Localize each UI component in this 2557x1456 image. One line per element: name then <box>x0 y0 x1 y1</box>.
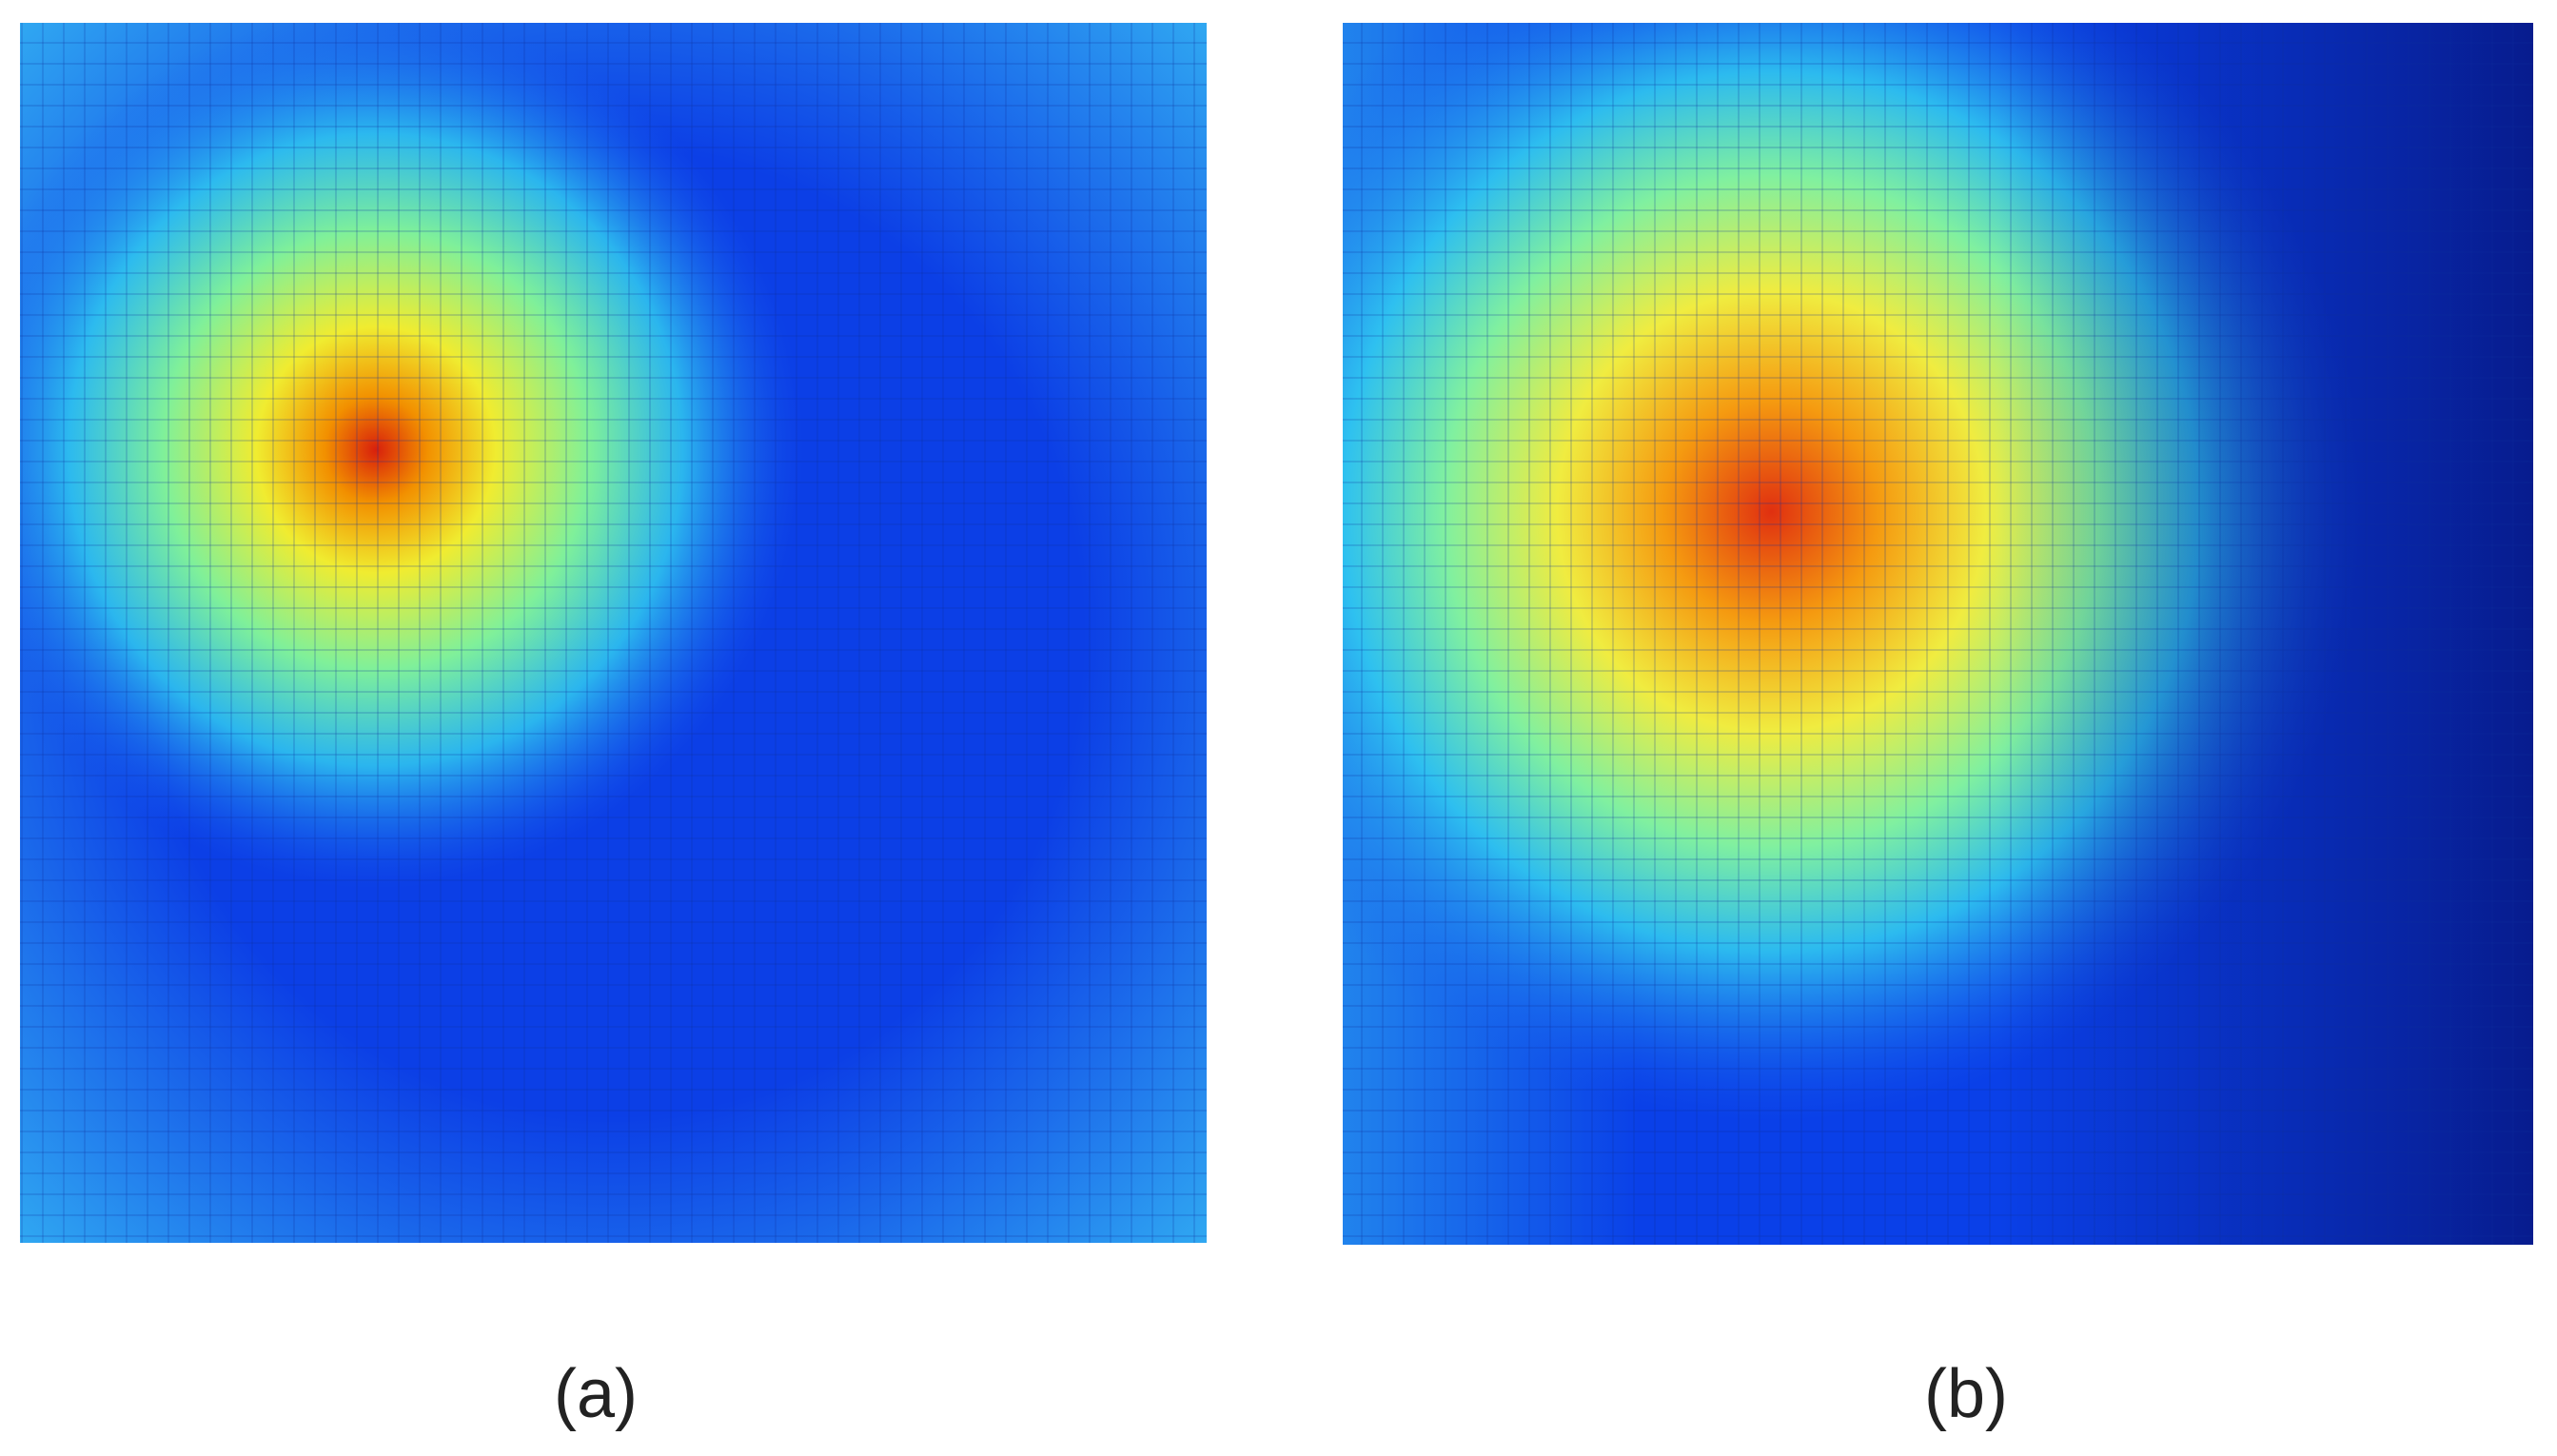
panel-label: (a) <box>554 1356 638 1432</box>
heatmap-texture <box>1343 23 2533 1245</box>
panel-a <box>20 23 1207 1243</box>
heatmap-texture <box>20 23 1207 1243</box>
panel-label: (b) <box>1924 1356 2008 1432</box>
panel-b <box>1343 23 2533 1245</box>
